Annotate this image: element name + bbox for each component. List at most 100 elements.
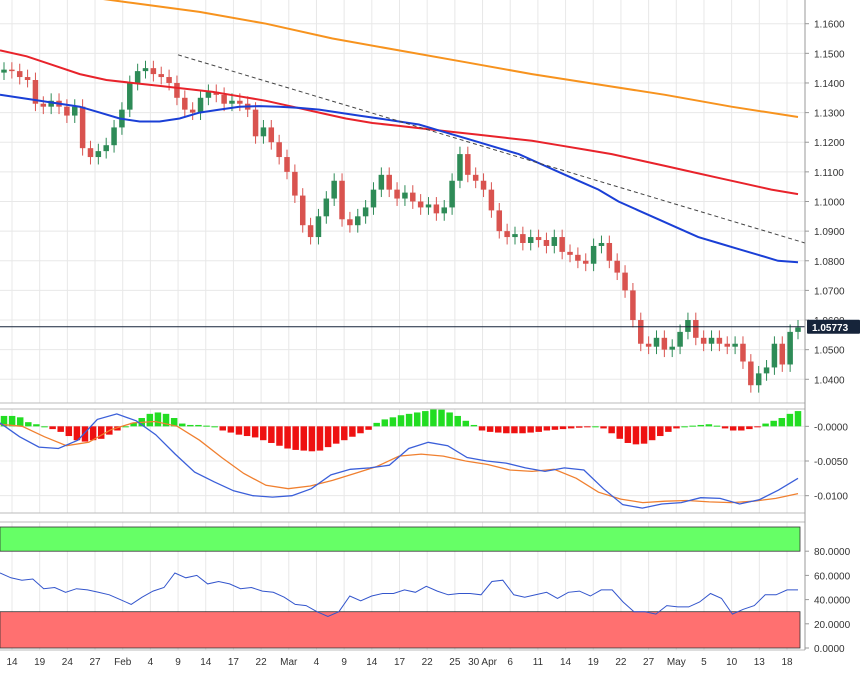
candlestick[interactable] [771, 336, 778, 375]
candlestick[interactable] [9, 62, 15, 79]
candlestick[interactable] [449, 173, 455, 215]
candlestick[interactable] [551, 229, 558, 254]
candlestick[interactable] [755, 365, 762, 393]
candlestick[interactable] [693, 312, 699, 346]
candlestick[interactable] [362, 200, 369, 224]
candlestick[interactable] [543, 232, 550, 254]
candlestick[interactable] [441, 200, 447, 221]
candlestick[interactable] [685, 312, 691, 340]
candlestick[interactable] [355, 208, 361, 233]
candlestick[interactable] [284, 149, 290, 180]
candlestick[interactable] [661, 330, 668, 358]
candlestick[interactable] [669, 339, 675, 358]
candlestick[interactable] [307, 217, 314, 245]
candlestick[interactable] [410, 185, 416, 209]
candlestick[interactable] [740, 336, 746, 369]
candlestick[interactable] [394, 182, 400, 206]
candlestick[interactable] [724, 336, 730, 355]
candlestick[interactable] [331, 173, 337, 206]
candlestick[interactable] [72, 99, 78, 123]
candlestick[interactable] [24, 69, 31, 88]
candlestick[interactable] [142, 60, 149, 79]
candlestick[interactable] [425, 197, 432, 215]
candlestick[interactable] [417, 194, 424, 215]
candlestick[interactable] [472, 167, 479, 189]
candlestick[interactable] [748, 354, 754, 393]
candlestick[interactable] [598, 235, 605, 254]
candlestick[interactable] [189, 102, 196, 121]
candlestick[interactable] [630, 282, 636, 328]
candlestick[interactable] [716, 330, 723, 352]
candle-body [551, 237, 558, 246]
candlestick[interactable] [299, 188, 306, 233]
candlestick[interactable] [370, 182, 377, 215]
candlestick[interactable] [645, 336, 652, 355]
candlestick[interactable] [95, 143, 102, 165]
candlestick[interactable] [292, 164, 298, 203]
candlestick[interactable] [386, 167, 392, 198]
candlestick[interactable] [567, 244, 573, 263]
candlestick[interactable] [614, 253, 620, 281]
candlestick[interactable] [347, 211, 353, 233]
candlestick[interactable] [40, 96, 47, 115]
candlestick[interactable] [795, 320, 801, 340]
candlestick[interactable] [559, 229, 565, 260]
rsi-panel[interactable] [0, 526, 801, 649]
candlestick[interactable] [779, 336, 786, 372]
candlestick[interactable] [496, 202, 503, 239]
candlestick[interactable] [653, 330, 660, 355]
candlestick[interactable] [575, 247, 581, 269]
candlestick[interactable] [276, 134, 282, 165]
candlestick[interactable] [622, 265, 628, 298]
candlestick[interactable] [205, 84, 212, 106]
candlestick[interactable] [315, 208, 322, 245]
candlestick[interactable] [221, 87, 227, 112]
macd-panel[interactable] [0, 409, 802, 509]
candlestick[interactable] [174, 75, 180, 106]
candlestick[interactable] [32, 72, 39, 112]
candlestick[interactable] [1, 62, 7, 81]
candlestick[interactable] [87, 140, 94, 165]
candlestick[interactable] [763, 360, 770, 381]
candlestick[interactable] [732, 336, 738, 355]
candlestick[interactable] [590, 238, 597, 272]
candlestick[interactable] [480, 173, 487, 198]
candlestick[interactable] [158, 66, 164, 85]
candlestick[interactable] [488, 182, 495, 218]
candlestick[interactable] [520, 226, 526, 251]
candlestick[interactable] [16, 63, 23, 85]
candlestick[interactable] [252, 102, 259, 144]
price-panel[interactable] [0, 0, 806, 393]
candlestick[interactable] [433, 197, 440, 221]
candlestick[interactable] [260, 120, 267, 144]
candlestick[interactable] [323, 191, 330, 224]
candlestick[interactable] [787, 324, 793, 372]
candlestick[interactable] [150, 60, 157, 82]
candle-body [653, 337, 660, 347]
candlestick[interactable] [48, 93, 54, 115]
candlestick[interactable] [378, 167, 385, 198]
candlestick[interactable] [182, 90, 188, 118]
candlestick[interactable] [111, 120, 117, 153]
candlestick[interactable] [268, 120, 275, 150]
candlestick[interactable] [457, 146, 463, 189]
candlestick[interactable] [700, 330, 707, 352]
candlestick[interactable] [527, 229, 534, 251]
macd-histogram-bar [154, 412, 162, 427]
candlestick[interactable] [402, 185, 408, 206]
candlestick[interactable] [339, 173, 345, 227]
candlestick[interactable] [79, 99, 86, 156]
candlestick[interactable] [504, 223, 510, 245]
candlestick[interactable] [582, 253, 589, 272]
candlestick[interactable] [708, 330, 715, 352]
candlestick[interactable] [103, 137, 109, 159]
candlestick[interactable] [606, 235, 613, 269]
candlestick[interactable] [677, 324, 683, 355]
candlestick[interactable] [512, 226, 518, 245]
candlestick[interactable] [465, 146, 471, 183]
candlestick[interactable] [638, 312, 644, 352]
candlestick[interactable] [197, 90, 204, 121]
candlestick[interactable] [535, 229, 542, 248]
candlestick[interactable] [64, 99, 70, 123]
candlestick[interactable] [134, 63, 141, 91]
